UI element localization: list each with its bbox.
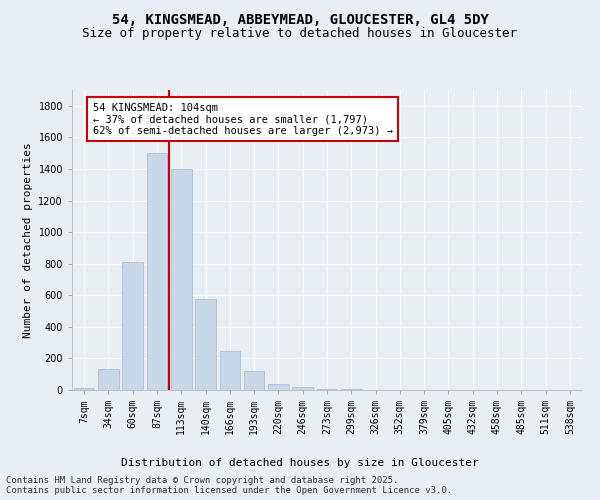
Bar	[122, 262, 143, 390]
Text: 54, KINGSMEAD, ABBEYMEAD, GLOUCESTER, GL4 5DY: 54, KINGSMEAD, ABBEYMEAD, GLOUCESTER, GL…	[112, 12, 488, 26]
Text: Distribution of detached houses by size in Gloucester: Distribution of detached houses by size …	[121, 458, 479, 468]
Bar	[74, 388, 94, 390]
Text: Contains HM Land Registry data © Crown copyright and database right 2025.
Contai: Contains HM Land Registry data © Crown c…	[6, 476, 452, 495]
Bar	[292, 386, 313, 390]
Text: Size of property relative to detached houses in Gloucester: Size of property relative to detached ho…	[83, 28, 517, 40]
Bar	[171, 169, 191, 390]
Bar	[244, 371, 265, 390]
Bar	[317, 389, 337, 390]
Bar	[341, 389, 362, 390]
Bar	[268, 384, 289, 390]
Bar	[220, 350, 240, 390]
Bar	[98, 368, 119, 390]
Bar	[195, 299, 216, 390]
Y-axis label: Number of detached properties: Number of detached properties	[23, 142, 33, 338]
Bar	[146, 153, 167, 390]
Text: 54 KINGSMEAD: 104sqm
← 37% of detached houses are smaller (1,797)
62% of semi-de: 54 KINGSMEAD: 104sqm ← 37% of detached h…	[92, 102, 392, 136]
